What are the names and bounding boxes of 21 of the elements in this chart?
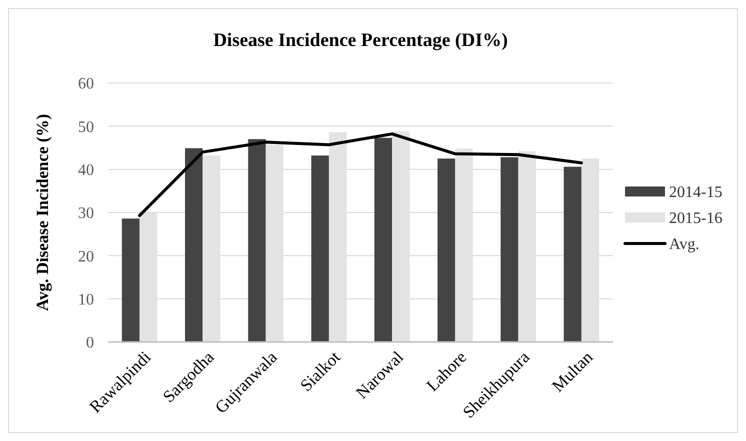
y-tick-label: 0 — [86, 334, 94, 352]
y-tick-label: 20 — [78, 248, 94, 266]
y-tick-label: 40 — [78, 162, 94, 179]
y-tick-label: 60 — [78, 76, 94, 93]
legend-label: 2014-15 — [669, 184, 722, 202]
bar — [374, 138, 392, 342]
y-tick-label: 30 — [78, 205, 94, 222]
chart-title: Disease Incidence Percentage (DI%) — [213, 30, 508, 51]
y-axis-title: Avg. Disease Incidence (%) — [33, 114, 52, 312]
line-series — [138, 132, 583, 218]
bar — [248, 139, 266, 342]
y-tick-label: 10 — [78, 291, 94, 308]
bar — [311, 156, 329, 342]
bar — [122, 218, 140, 342]
bar — [438, 158, 456, 342]
bar — [185, 148, 203, 342]
legend-label: 2015-16 — [669, 210, 722, 228]
y-tick-label: 50 — [78, 118, 94, 136]
bar — [564, 166, 582, 342]
bar — [500, 157, 518, 342]
legend-label: Avg. — [669, 236, 700, 254]
